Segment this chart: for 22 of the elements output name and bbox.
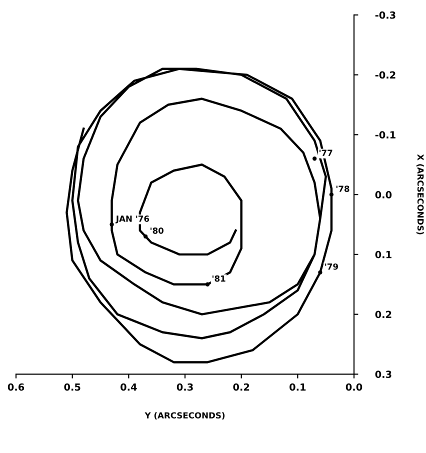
- y-tick-label: 0.3: [375, 370, 392, 378]
- x-axis-title: Y (ARCSECONDS): [144, 412, 225, 420]
- y-tick-label: 0.2: [375, 310, 392, 318]
- y-tick-label: 0.0: [375, 191, 392, 198]
- y-tick-label: 0.1: [375, 250, 392, 258]
- x-tick-label: 0.1: [290, 383, 306, 391]
- x-tick-label: 0.5: [64, 383, 80, 391]
- annotation: '79: [325, 263, 338, 270]
- annotation: '78: [336, 186, 350, 192]
- y-tick-label: -0.1: [375, 131, 396, 139]
- x-tick-label: 0.0: [346, 383, 362, 391]
- y-tick-label: -0.3: [375, 11, 396, 19]
- x-tick-label: 0.4: [120, 383, 137, 391]
- annotation: '81: [212, 275, 226, 282]
- y-tick-label: -0.2: [375, 71, 396, 79]
- annotation: JAN '76: [115, 216, 150, 224]
- x-tick-label: 0.2: [233, 383, 250, 391]
- annotation: '77: [320, 150, 332, 156]
- x-tick-label: 0.3: [176, 383, 193, 391]
- x-tick-label: 0.6: [8, 383, 24, 391]
- annotation: '80: [150, 228, 164, 234]
- y-axis-title: X (ARCSECONDS): [416, 154, 424, 234]
